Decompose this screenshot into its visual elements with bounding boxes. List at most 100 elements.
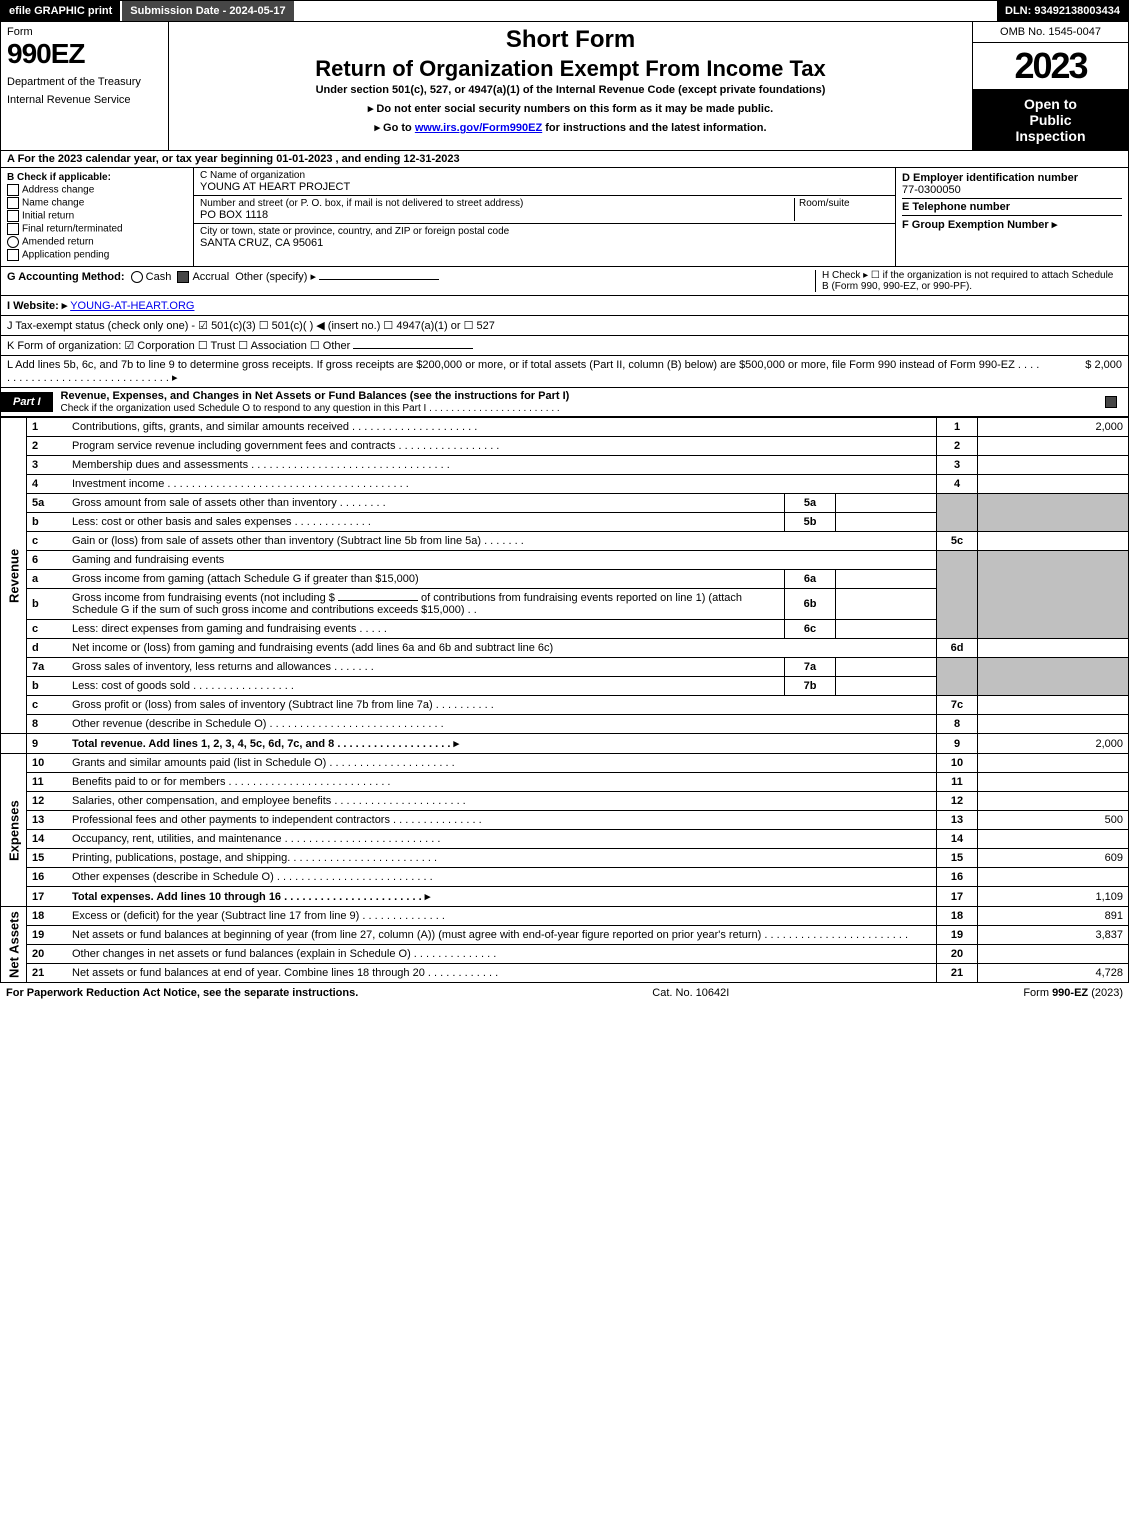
other-label: Other (specify) ▸ bbox=[235, 271, 316, 283]
tax-year: 2023 bbox=[973, 43, 1128, 90]
check-address-change[interactable]: Address change bbox=[7, 184, 187, 196]
line-20-col: 20 bbox=[937, 945, 978, 964]
check-initial-return[interactable]: Initial return bbox=[7, 210, 187, 222]
line-16-amount bbox=[978, 868, 1129, 887]
line-7b-subcol: 7b bbox=[785, 677, 836, 696]
line-7ab-shade-amt bbox=[978, 658, 1129, 696]
line-6b-num: b bbox=[27, 589, 68, 620]
line-5b-num: b bbox=[27, 513, 68, 532]
website-link[interactable]: YOUNG-AT-HEART.ORG bbox=[70, 300, 194, 312]
line-20-desc: Other changes in net assets or fund bala… bbox=[67, 945, 937, 964]
line-6-num: 6 bbox=[27, 551, 68, 570]
topbar: efile GRAPHIC print Submission Date - 20… bbox=[0, 0, 1129, 22]
line-6-shade bbox=[937, 551, 978, 639]
line-9-num: 9 bbox=[27, 734, 68, 754]
open-line1: Open to bbox=[977, 96, 1124, 112]
accrual-label: Accrual bbox=[192, 271, 229, 283]
line-11-amount bbox=[978, 773, 1129, 792]
line-10-col: 10 bbox=[937, 754, 978, 773]
line-21-amount: 4,728 bbox=[978, 964, 1129, 983]
line-5a-desc: Gross amount from sale of assets other t… bbox=[67, 494, 785, 513]
part-1-checkbox[interactable] bbox=[1097, 394, 1128, 410]
line-16-num: 16 bbox=[27, 868, 68, 887]
code-subtitle: Under section 501(c), 527, or 4947(a)(1)… bbox=[175, 84, 966, 96]
footer-left: For Paperwork Reduction Act Notice, see … bbox=[6, 987, 358, 999]
line-15-amount: 609 bbox=[978, 849, 1129, 868]
row-g: G Accounting Method: Cash Accrual Other … bbox=[7, 270, 815, 292]
dln-number: DLN: 93492138003434 bbox=[997, 1, 1128, 21]
row-l-text: L Add lines 5b, 6c, and 7b to line 9 to … bbox=[7, 359, 1042, 384]
cash-label: Cash bbox=[146, 271, 172, 283]
line-12-col: 12 bbox=[937, 792, 978, 811]
line-7b-subval bbox=[836, 677, 937, 696]
check-name-change[interactable]: Name change bbox=[7, 197, 187, 209]
line-1-desc: Contributions, gifts, grants, and simila… bbox=[67, 418, 937, 437]
line-7a-subval bbox=[836, 658, 937, 677]
line-6a-subval bbox=[836, 570, 937, 589]
efile-graphic-print[interactable]: efile GRAPHIC print bbox=[1, 1, 120, 21]
irs-link[interactable]: www.irs.gov/Form990EZ bbox=[415, 122, 542, 134]
line-2-amount bbox=[978, 437, 1129, 456]
line-6c-desc: Less: direct expenses from gaming and fu… bbox=[67, 620, 785, 639]
line-6b-subval bbox=[836, 589, 937, 620]
line-21-col: 21 bbox=[937, 964, 978, 983]
line-6a-num: a bbox=[27, 570, 68, 589]
line-7c-num: c bbox=[27, 696, 68, 715]
line-6b-blank bbox=[338, 600, 418, 601]
row-a-calendar: A For the 2023 calendar year, or tax yea… bbox=[0, 151, 1129, 168]
line-3-desc: Membership dues and assessments . . . . … bbox=[67, 456, 937, 475]
check-application-pending[interactable]: Application pending bbox=[7, 249, 187, 261]
line-17-col: 17 bbox=[937, 887, 978, 907]
line-19-num: 19 bbox=[27, 926, 68, 945]
check-final-return[interactable]: Final return/terminated bbox=[7, 223, 187, 235]
line-13-desc: Professional fees and other payments to … bbox=[67, 811, 937, 830]
other-org-blank bbox=[353, 348, 473, 349]
website-label: I Website: ▸ bbox=[7, 300, 67, 312]
ein-value: 77-0300050 bbox=[902, 184, 961, 196]
check-accrual[interactable] bbox=[177, 271, 189, 283]
column-d: D Employer identification number 77-0300… bbox=[896, 168, 1128, 266]
row-k: K Form of organization: ☑ Corporation ☐ … bbox=[0, 336, 1129, 356]
line-9-col: 9 bbox=[937, 734, 978, 754]
line-8-col: 8 bbox=[937, 715, 978, 734]
org-name-row: C Name of organization YOUNG AT HEART PR… bbox=[194, 168, 895, 196]
accounting-label: G Accounting Method: bbox=[7, 271, 125, 283]
line-7a-subcol: 7a bbox=[785, 658, 836, 677]
lines-table: Revenue 1 Contributions, gifts, grants, … bbox=[0, 417, 1129, 983]
open-to-public: Open to Public Inspection bbox=[973, 90, 1128, 150]
row-j: J Tax-exempt status (check only one) - ☑… bbox=[0, 316, 1129, 336]
header-right: OMB No. 1545-0047 2023 Open to Public In… bbox=[973, 22, 1128, 150]
line-6a-subcol: 6a bbox=[785, 570, 836, 589]
line-14-col: 14 bbox=[937, 830, 978, 849]
instr-suffix: for instructions and the latest informat… bbox=[545, 122, 766, 134]
line-5a-subval bbox=[836, 494, 937, 513]
row-l-amount: $ 2,000 bbox=[1042, 359, 1122, 384]
line-7a-num: 7a bbox=[27, 658, 68, 677]
row-i: I Website: ▸ YOUNG-AT-HEART.ORG bbox=[0, 296, 1129, 316]
line-20-amount bbox=[978, 945, 1129, 964]
line-17-desc: Total expenses. Add lines 10 through 16 … bbox=[67, 887, 937, 907]
line-2-desc: Program service revenue including govern… bbox=[67, 437, 937, 456]
line-4-col: 4 bbox=[937, 475, 978, 494]
line-4-num: 4 bbox=[27, 475, 68, 494]
line-6d-col: 6d bbox=[937, 639, 978, 658]
line-5ab-shade-amt bbox=[978, 494, 1129, 532]
line-5b-subcol: 5b bbox=[785, 513, 836, 532]
part-1-title: Revenue, Expenses, and Changes in Net As… bbox=[53, 388, 1097, 416]
part-1-check-text: Check if the organization used Schedule … bbox=[61, 403, 560, 414]
line-5b-subval bbox=[836, 513, 937, 532]
line-5c-amount bbox=[978, 532, 1129, 551]
line-10-amount bbox=[978, 754, 1129, 773]
line-11-desc: Benefits paid to or for members . . . . … bbox=[67, 773, 937, 792]
instruction-link: ▸ Go to www.irs.gov/Form990EZ for instru… bbox=[175, 121, 966, 134]
line-19-desc: Net assets or fund balances at beginning… bbox=[67, 926, 937, 945]
radio-cash[interactable] bbox=[131, 271, 143, 283]
group-row: F Group Exemption Number ▸ bbox=[902, 215, 1122, 233]
footer-center: Cat. No. 10642I bbox=[652, 987, 729, 999]
netassets-side-label: Net Assets bbox=[1, 907, 27, 983]
check-amended-return[interactable]: Amended return bbox=[7, 236, 187, 248]
line-4-desc: Investment income . . . . . . . . . . . … bbox=[67, 475, 937, 494]
line-12-desc: Salaries, other compensation, and employ… bbox=[67, 792, 937, 811]
line-21-desc: Net assets or fund balances at end of ye… bbox=[67, 964, 937, 983]
line-6-shade-amt bbox=[978, 551, 1129, 639]
